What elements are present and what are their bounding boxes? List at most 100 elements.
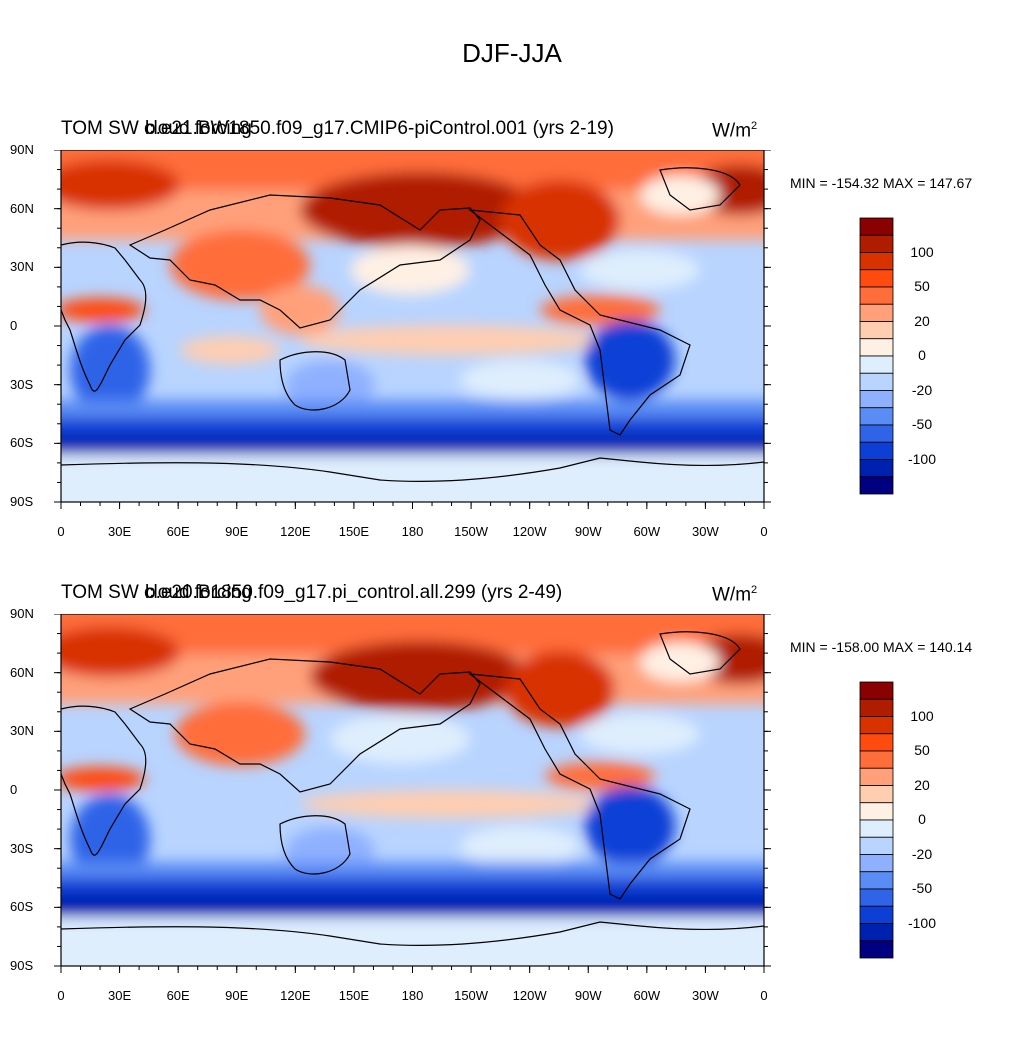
- colorbar-swatch: [859, 854, 894, 873]
- lon-tick-label: 90W: [574, 988, 602, 1003]
- lat-tick-label: 60S: [10, 435, 34, 451]
- lat-tick-label: 90S: [10, 494, 34, 509]
- colorbar-label: 0: [918, 811, 926, 827]
- colorbar-label: 100: [910, 243, 934, 260]
- lon-tick-label: 120E: [280, 524, 311, 539]
- lon-tick-label: 0: [57, 524, 65, 539]
- colorbar-swatch: [859, 355, 894, 374]
- lon-tick-label: 150W: [454, 524, 489, 539]
- lat-tick-label: 60N: [10, 200, 34, 216]
- panel-1-min-max: MIN = -154.32 MAX = 147.67: [790, 175, 973, 191]
- main-title: DJF-JJA: [462, 38, 562, 68]
- panel-2-left-string: TOM SW cloud forcing: [61, 582, 252, 603]
- colorbar-swatch: [859, 424, 894, 443]
- lon-tick-label: 120W: [512, 988, 547, 1003]
- lat-tick-label: 60N: [10, 664, 34, 680]
- colorbar-swatch: [859, 441, 894, 460]
- colorbar-swatch: [859, 888, 894, 907]
- lon-tick-label: 60E: [166, 524, 190, 539]
- lat-tick-label: 30N: [10, 723, 34, 739]
- colorbar-swatch: [859, 802, 894, 821]
- lon-tick-label: 120E: [280, 988, 311, 1003]
- lat-tick-label: 30S: [10, 840, 34, 856]
- lon-tick-label: 0: [760, 988, 768, 1003]
- colorbar-swatch: [859, 217, 894, 236]
- colorbar-label: -100: [907, 450, 937, 467]
- lat-tick-label: 30N: [10, 259, 34, 275]
- colorbar-swatch: [859, 252, 894, 271]
- lon-tick-label: 30W: [692, 524, 719, 539]
- colorbar-label: 0: [918, 347, 926, 363]
- colorbar-label: 50: [914, 278, 930, 294]
- panel-2-units: W/m2: [712, 584, 758, 606]
- colorbar-swatch: [859, 905, 894, 924]
- colorbar-label: 100: [910, 707, 934, 724]
- colorbar-label: -100: [907, 914, 937, 931]
- panel-2-case-name: b.e20.B1850.f09_g17.pi_control.all.299 (…: [145, 582, 563, 603]
- lat-tick-label: 0: [10, 782, 18, 797]
- colorbar-1: [859, 217, 894, 495]
- colorbar-swatch: [859, 940, 894, 959]
- field-contours: [61, 614, 764, 966]
- colorbar-swatch: [859, 767, 894, 786]
- field-contours: [61, 150, 764, 502]
- lon-tick-label: 180: [401, 524, 424, 539]
- colorbar-swatch: [859, 459, 894, 478]
- coastlines: [61, 631, 764, 946]
- lon-tick-label: 30W: [692, 988, 719, 1003]
- coastlines: [61, 167, 764, 482]
- lon-tick-label: 0: [57, 988, 65, 1003]
- lon-tick-label: 150W: [454, 988, 489, 1003]
- lat-tick-label: 90S: [10, 958, 34, 973]
- lat-tick-label: 60S: [10, 899, 34, 915]
- colorbar-swatch: [859, 681, 894, 700]
- colorbar-swatch: [859, 871, 894, 890]
- colorbar-swatch: [859, 750, 894, 769]
- colorbar-swatch: [859, 819, 894, 838]
- lon-tick-label: 150E: [338, 524, 370, 539]
- lon-tick-label: 30E: [108, 988, 132, 1003]
- colorbar-label: 50: [914, 742, 930, 758]
- lon-tick-label: 180: [401, 988, 424, 1003]
- lon-tick-label: 60E: [166, 988, 190, 1003]
- colorbar-swatch: [859, 303, 894, 322]
- colorbar-swatch: [859, 286, 894, 305]
- colorbar-swatch: [859, 785, 894, 804]
- map-svg-2: [54, 614, 894, 973]
- colorbar-label: -20: [911, 845, 933, 862]
- colorbar-swatch: [859, 407, 894, 426]
- colorbar-label: 20: [914, 312, 930, 329]
- colorbar-swatch: [859, 372, 894, 391]
- colorbar-swatch: [859, 321, 894, 340]
- lon-tick-label: 120W: [512, 524, 547, 539]
- colorbar-swatch: [859, 476, 894, 495]
- colorbar-swatch: [859, 269, 894, 288]
- colorbar-swatch: [859, 733, 894, 752]
- colorbar-label: -50: [911, 416, 933, 432]
- lat-tick-label: 30S: [10, 376, 34, 392]
- panel-1-case-name: b.e21.BW1850.f09_g17.CMIP6-piControl.001…: [145, 118, 614, 139]
- lat-tick-label: 0: [10, 318, 18, 333]
- lon-tick-label: 0: [760, 524, 768, 539]
- colorbar-swatch: [859, 836, 894, 855]
- lon-tick-label: 90E: [225, 988, 249, 1003]
- map-panel-2: TOM SW cloud forcing b.e20.B1850.f09_g17…: [0, 582, 1024, 1054]
- lon-tick-label: 150E: [338, 988, 370, 1003]
- lon-tick-label: 90W: [574, 524, 602, 539]
- colorbar-swatch: [859, 698, 894, 717]
- lat-tick-label: 90N: [10, 142, 34, 157]
- colorbar-swatch: [859, 390, 894, 409]
- colorbar-swatch: [859, 338, 894, 357]
- colorbar-label: 20: [914, 776, 930, 793]
- colorbar-2: [859, 681, 894, 959]
- lon-tick-label: 60W: [633, 988, 661, 1003]
- colorbar-swatch: [859, 923, 894, 942]
- colorbar-label: -50: [911, 880, 933, 896]
- lon-tick-label: 30E: [108, 524, 132, 539]
- map-svg-1: [54, 150, 894, 509]
- colorbar-swatch: [859, 234, 894, 253]
- panel-1-left-string: TOM SW cloud forcing: [61, 118, 252, 139]
- lon-tick-label: 90E: [225, 524, 249, 539]
- panel-2-min-max: MIN = -158.00 MAX = 140.14: [790, 639, 973, 655]
- map-panel-1: TOM SW cloud forcing b.e21.BW1850.f09_g1…: [0, 118, 1024, 590]
